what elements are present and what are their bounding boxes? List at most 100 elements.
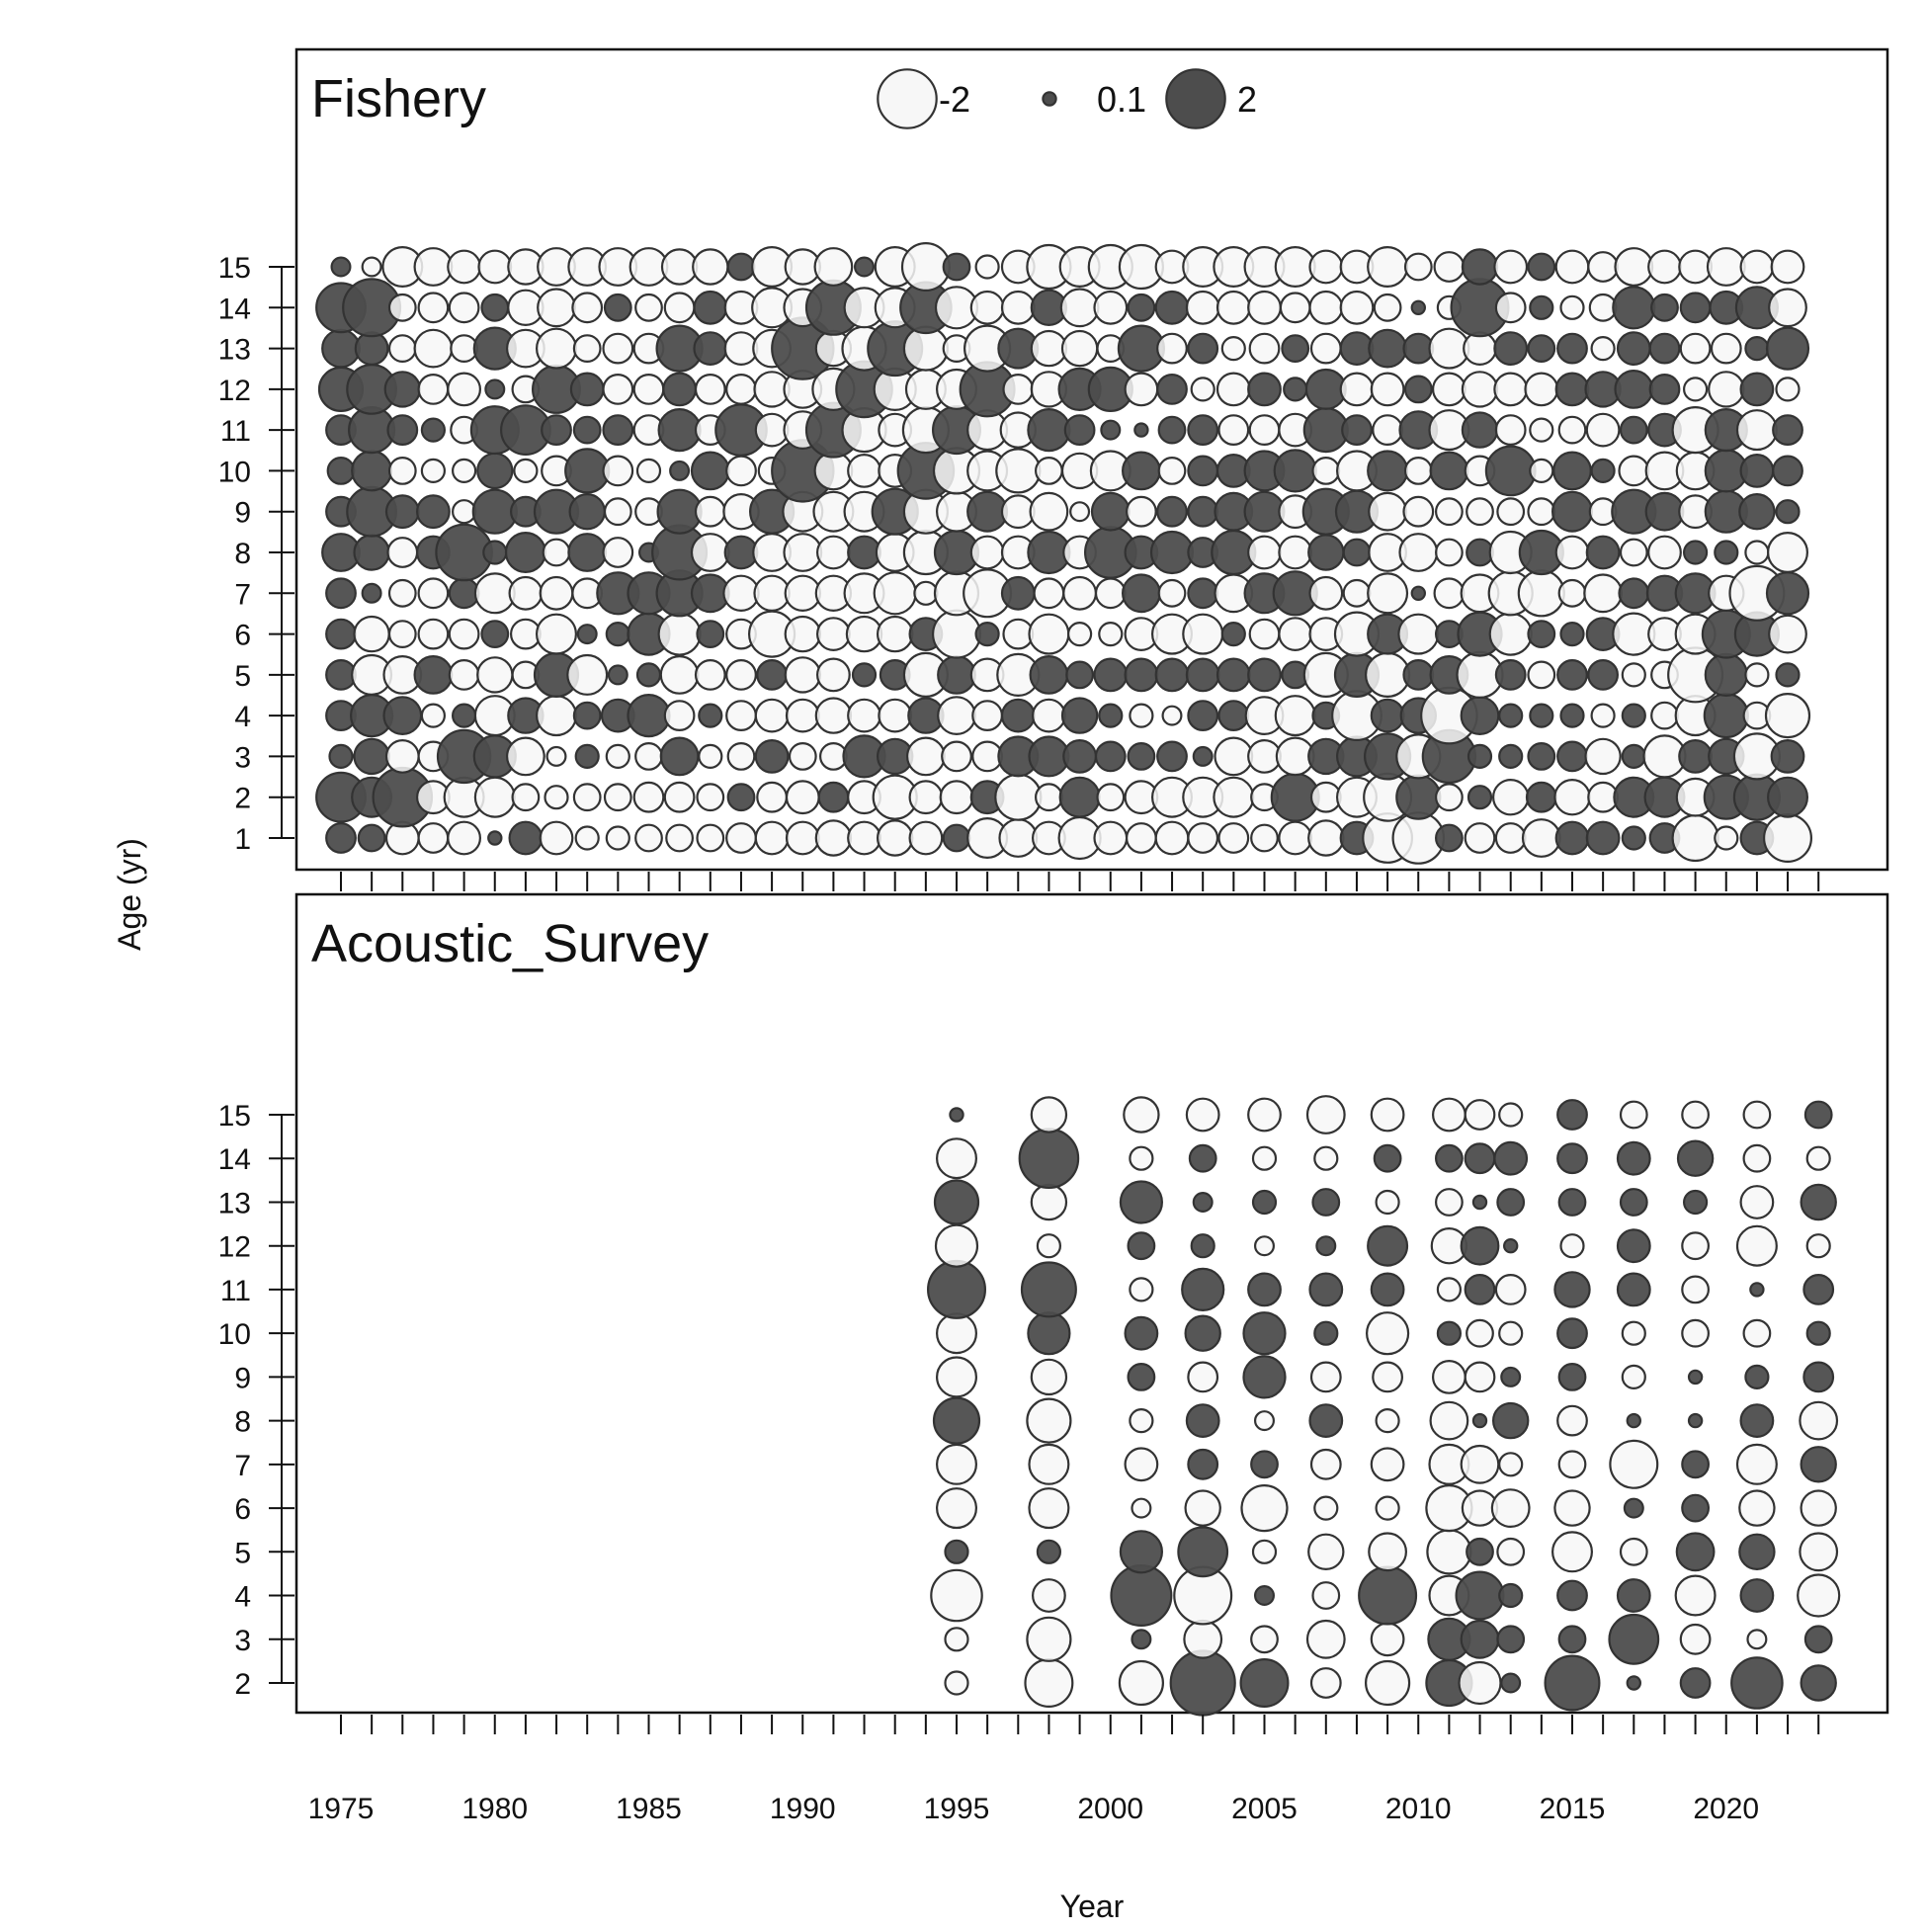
bubble-point [1742,1143,1772,1173]
y-tick-label: 12 [218,1231,251,1264]
bubble-point [1498,1452,1524,1477]
bubble-point [602,414,634,447]
bubble-point [476,656,514,694]
bubble-point [1034,783,1063,812]
bubble-point [1681,1275,1710,1304]
bubble-point [1556,740,1588,773]
bubble-point [1556,1142,1588,1175]
bubble-point [663,781,696,813]
bubble-point [1309,1667,1342,1699]
bubble-point [1065,660,1094,690]
bubble-point [994,773,1043,821]
acoustic-survey-panel: Acoustic_Survey 2 3 4 5 6 7 8 9 10 11 12 13 14 15 [218,892,1889,1734]
bubble-point [939,780,974,815]
bubble-point [878,698,913,733]
bubble-point [1278,820,1313,856]
bubble-point [1059,288,1100,328]
bubble-point [473,776,516,818]
bubble-point [1156,495,1188,528]
bubble-point [1370,1097,1405,1133]
bubble-point [1062,575,1097,611]
bubble-point [567,533,608,572]
bubble-point [1498,1582,1524,1609]
bubble-point [725,822,757,854]
bubble-point [487,830,503,846]
bubble-point [1527,497,1556,527]
bubble-point [1066,621,1093,647]
bubble-point [1242,1355,1287,1399]
bubble-point [1744,336,1770,362]
bubble-point [1471,1194,1488,1211]
bubble-point [386,537,419,568]
bubble-point [447,372,482,407]
bubble-point [1184,1314,1221,1352]
bubble-point [1590,703,1616,728]
bubble-point [1494,822,1527,854]
bubble-point [974,621,1000,647]
bubble-point [784,615,822,653]
y-tick-label: 13 [218,1187,251,1219]
bubble-point [1800,1183,1837,1221]
bubble-point [1403,375,1433,404]
bubble-point [1217,414,1250,447]
bubble-point [387,457,417,485]
bubble-point [417,374,450,405]
bubble-point [448,618,480,650]
bubble-point [1027,408,1071,453]
bubble-point [1619,1100,1648,1130]
bubble-point [1529,703,1554,728]
bubble-point [569,372,605,407]
bubble-point [1398,533,1439,572]
y-tick-label: 3 [234,1625,251,1657]
bubble-point [1157,415,1187,445]
bubble-point [1749,1282,1765,1298]
bubble-point [353,534,390,571]
bubble-point [1766,776,1808,818]
bubble-point [1339,290,1375,325]
bubble-point [1182,613,1224,655]
bubble-point [1124,657,1159,693]
bubble-point [1093,820,1129,856]
bubble-point [1247,657,1282,693]
bubble-point [1181,1267,1225,1312]
bubble-point [1619,1537,1648,1566]
bubble-point [480,293,510,322]
bubble-point [1556,1099,1588,1131]
bubble-point [1679,1623,1712,1655]
legend-marker [1042,91,1057,107]
x-tick-label: 2000 [1077,1793,1143,1825]
bubble-point [480,620,510,648]
bubble-point [1192,745,1214,767]
bubble-point [508,575,544,611]
bubble-point [1621,703,1646,728]
bubble-point [1498,1320,1524,1346]
bubble-point [1775,377,1801,402]
bubble-point [1370,372,1405,407]
legend-label: 0.1 [1097,79,1146,120]
bubble-point [1738,1489,1776,1527]
bubble-point [1309,1361,1342,1393]
bubble-point [1157,578,1187,608]
bubble-point [1000,698,1036,733]
bubble-point [814,819,853,857]
bubble-point [1500,1672,1522,1694]
bubble-point [1192,1191,1214,1213]
bubble-point [1367,1224,1409,1267]
bubble-point [933,1179,980,1225]
bubble-point [1031,1578,1066,1613]
bubble-point [694,374,726,405]
bubble-point [1464,1361,1496,1393]
bubble-point [1619,1188,1648,1217]
bubble-point [1464,822,1496,854]
bubble-point [1185,657,1220,693]
bubble-point [1253,1235,1275,1257]
bubble-point [1802,1273,1835,1305]
bubble-point [1557,1188,1587,1217]
bubble-point [539,820,574,856]
y-tick-label: 8 [234,538,251,570]
y-tick-label: 4 [234,1581,251,1614]
bubble-point [1496,1625,1526,1654]
bubble-point [1215,372,1251,407]
bubble-point [1616,1140,1651,1176]
